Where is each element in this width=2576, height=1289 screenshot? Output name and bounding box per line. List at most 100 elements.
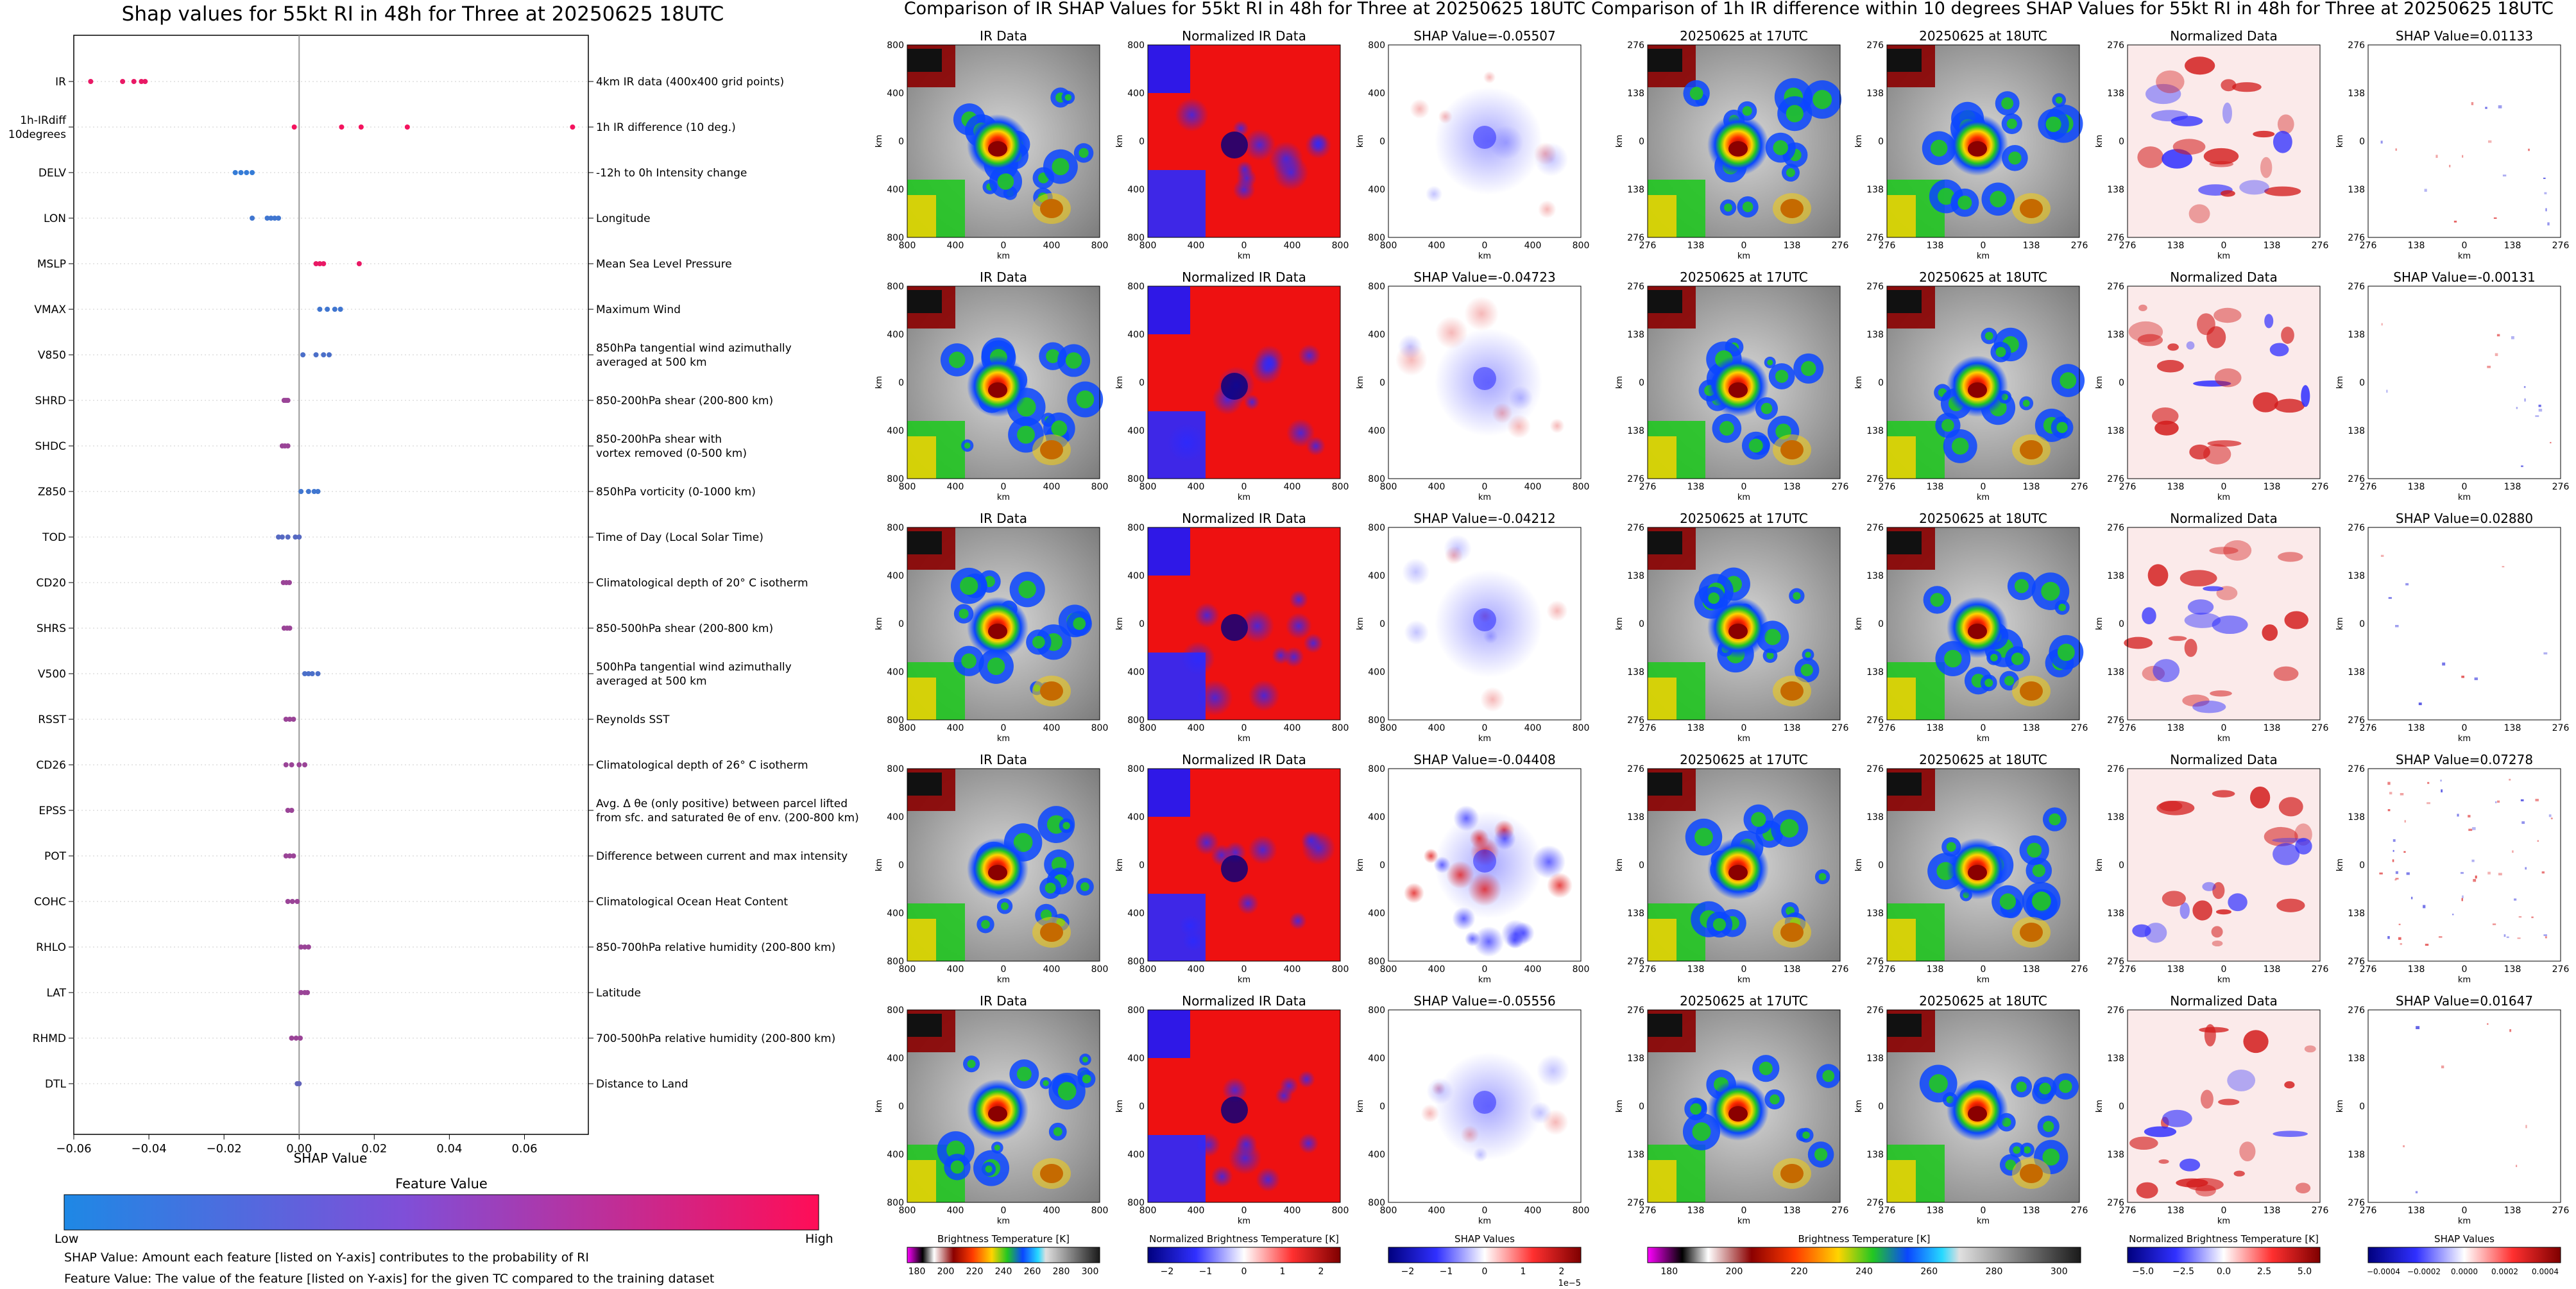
shap-point bbox=[298, 990, 304, 995]
x-axis-label: km bbox=[1977, 1216, 1990, 1226]
y-tick-label: 138 bbox=[2107, 426, 2124, 436]
y-tick-label: 800 bbox=[1368, 474, 1385, 484]
shap-point bbox=[283, 853, 289, 858]
y-tick-label: 276 bbox=[1866, 957, 1884, 967]
feature-name-label: DTL bbox=[45, 1078, 66, 1091]
shap-point bbox=[276, 534, 282, 540]
y-tick-label: 400 bbox=[1127, 667, 1145, 678]
footnote-feature-value: Feature Value: The value of the feature … bbox=[64, 1272, 714, 1286]
y-tick-label: 400 bbox=[887, 185, 904, 195]
shap-point bbox=[305, 671, 311, 676]
x-tick-label: 0.06 bbox=[511, 1142, 537, 1156]
panel-frame bbox=[1647, 1009, 1841, 1203]
shap-point bbox=[285, 808, 291, 813]
y-tick-label: 138 bbox=[1627, 330, 1644, 340]
panel-frame bbox=[907, 768, 1100, 962]
colorbar-tick-label: 0 bbox=[1241, 1267, 1247, 1277]
shap-point bbox=[88, 79, 94, 84]
x-tick-label: 800 bbox=[1091, 1206, 1109, 1216]
panel-title: SHAP Value=-0.05507 bbox=[1413, 28, 1555, 44]
x-tick-label: 138 bbox=[2167, 241, 2185, 251]
x-tick-label: 0 bbox=[1482, 723, 1488, 733]
feature-description-label: 850-500hPa shear (200-800 km) bbox=[596, 622, 773, 635]
feature-description-label: 850hPa vorticity (0-1000 km) bbox=[596, 486, 756, 499]
y-tick-label: 276 bbox=[2107, 1005, 2124, 1016]
normalized-ir-panel: Normalized IR Data8008004004000040040080… bbox=[1115, 752, 1349, 985]
footnote-shap-value: SHAP Value: Amount each feature [listed … bbox=[64, 1251, 589, 1265]
x-tick-label: 400 bbox=[1524, 1206, 1542, 1216]
y-axis-label: km bbox=[1356, 135, 1365, 148]
diff-normalized-panel: Normalized Data2762761381380013813827627… bbox=[2095, 752, 2328, 985]
panel-title: 20250625 at 17UTC bbox=[1680, 28, 1808, 44]
feature-name-label: CD20 bbox=[36, 577, 66, 590]
y-tick-label: 0 bbox=[2119, 1102, 2124, 1112]
x-tick-label: 138 bbox=[2504, 241, 2521, 251]
y-tick-label: 0 bbox=[2119, 378, 2124, 388]
feature-description-label: 850-200hPa shear (200-800 km) bbox=[596, 395, 773, 407]
y-tick-label: 276 bbox=[1866, 764, 1884, 774]
shap-point bbox=[244, 170, 250, 175]
y-tick-label: 0 bbox=[2359, 137, 2365, 147]
y-tick-label: 138 bbox=[2107, 330, 2124, 340]
y-tick-label: 0 bbox=[2359, 619, 2365, 629]
x-tick-label: 138 bbox=[2504, 964, 2521, 975]
x-tick-label: 800 bbox=[1380, 723, 1397, 733]
y-tick-label: 276 bbox=[1627, 474, 1644, 484]
colorbar-label: SHAP Values bbox=[2434, 1233, 2495, 1245]
feature-description-label: -12h to 0h Intensity change bbox=[596, 167, 747, 180]
diff-normalized-panel: Normalized Data2762761381380013813827627… bbox=[2095, 993, 2328, 1226]
ir-panel-grid: IR Data80080040040000400400800800kmkmNor… bbox=[874, 28, 1589, 1226]
shap-point bbox=[317, 307, 323, 312]
x-tick-label: 0 bbox=[1482, 482, 1488, 492]
shap-point bbox=[264, 216, 270, 221]
y-tick-label: 138 bbox=[1866, 89, 1884, 99]
colorbar-tick-label: 0 bbox=[1482, 1267, 1488, 1277]
shap-point bbox=[296, 1081, 302, 1086]
y-tick-label: 800 bbox=[887, 715, 904, 726]
shap-point bbox=[291, 124, 297, 130]
y-tick-label: 276 bbox=[2107, 523, 2124, 533]
x-tick-label: 138 bbox=[1927, 482, 1944, 492]
shap-point bbox=[291, 717, 296, 722]
feature-name-label: Z850 bbox=[38, 486, 66, 499]
x-tick-label: 0 bbox=[1241, 964, 1247, 975]
normalized-ir-panel: Normalized IR Data8008004004000040040080… bbox=[1115, 28, 1349, 261]
x-tick-label: 0 bbox=[2462, 723, 2468, 733]
y-axis-label: km bbox=[2095, 376, 2104, 389]
feature-name-label: POT bbox=[44, 850, 67, 863]
panel-frame bbox=[1147, 768, 1341, 962]
x-tick-label: 138 bbox=[2167, 723, 2185, 733]
y-axis-label: km bbox=[2335, 858, 2345, 871]
x-tick-label: 800 bbox=[1380, 1206, 1397, 1216]
feature-description-label: Climatological depth of 26° C isotherm bbox=[596, 759, 808, 772]
y-tick-label: 800 bbox=[1368, 715, 1385, 726]
x-tick-label: 400 bbox=[947, 723, 964, 733]
x-tick-label: 276 bbox=[1639, 482, 1657, 492]
colorbar-tick-label: −1 bbox=[1199, 1267, 1213, 1277]
feature-description-label: Climatological Ocean Heat Content bbox=[596, 896, 788, 909]
x-axis-label: km bbox=[1478, 734, 1491, 744]
y-tick-label: 800 bbox=[1127, 474, 1145, 484]
feature-name-label: SHRS bbox=[37, 622, 66, 635]
panel-frame bbox=[2367, 527, 2561, 721]
y-tick-label: 400 bbox=[1368, 1054, 1385, 1064]
y-tick-label: 0 bbox=[2359, 378, 2365, 388]
y-tick-label: 800 bbox=[1127, 282, 1145, 292]
y-tick-label: 276 bbox=[1627, 233, 1644, 243]
feature-name-label: SHDC bbox=[35, 440, 66, 453]
y-axis-label: km bbox=[1115, 1100, 1125, 1113]
colorbar-label: Normalized Brightness Temperature [K] bbox=[1149, 1233, 1339, 1245]
x-tick-label: 276 bbox=[2119, 964, 2137, 975]
y-tick-label: 276 bbox=[2348, 233, 2365, 243]
x-tick-label: 400 bbox=[1524, 482, 1542, 492]
y-tick-label: 400 bbox=[887, 1150, 904, 1160]
x-tick-label: 138 bbox=[1784, 723, 1801, 733]
y-tick-label: 276 bbox=[1866, 282, 1884, 292]
x-tick-label: 138 bbox=[2408, 964, 2425, 975]
x-tick-label: 800 bbox=[1091, 723, 1109, 733]
y-axis-label: km bbox=[1615, 1100, 1625, 1113]
y-tick-label: 0 bbox=[1139, 137, 1145, 147]
shap-point bbox=[337, 307, 343, 312]
x-tick-label: 800 bbox=[1091, 964, 1109, 975]
y-tick-label: 276 bbox=[2107, 764, 2124, 774]
